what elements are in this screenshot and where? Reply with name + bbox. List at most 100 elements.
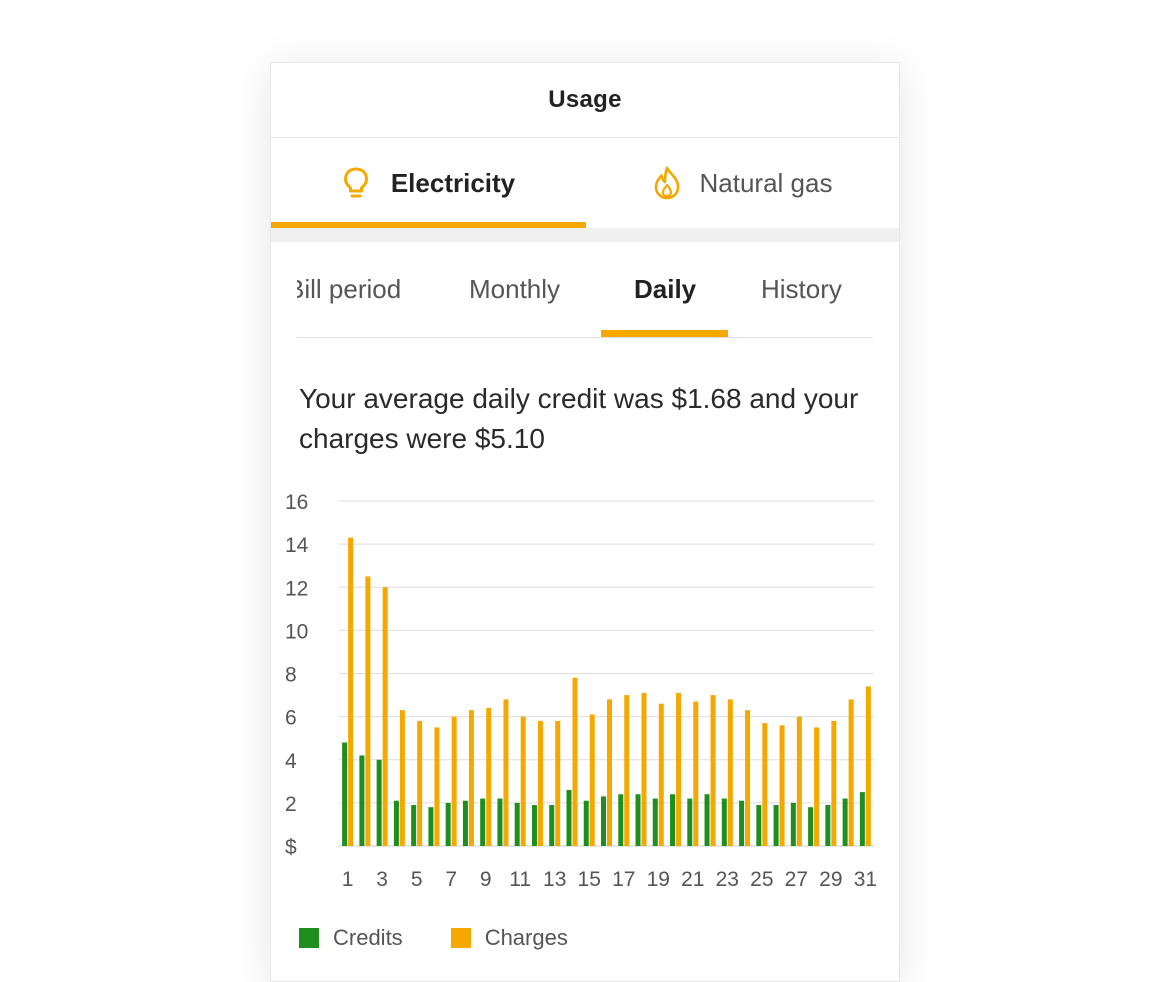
bar-credits bbox=[497, 798, 503, 846]
legend-label-credits: Credits bbox=[333, 925, 403, 950]
bar-credits bbox=[756, 805, 762, 846]
x-tick-label: 13 bbox=[543, 868, 566, 891]
x-tick-label: 27 bbox=[785, 868, 808, 891]
bar-credits bbox=[393, 800, 399, 846]
legend-item-credits: Credits bbox=[299, 925, 403, 951]
tab-electricity-label: Electricity bbox=[390, 167, 516, 198]
bar-charges bbox=[831, 720, 837, 846]
bar-credits bbox=[704, 794, 710, 846]
x-tick-label: 7 bbox=[445, 868, 457, 891]
bar-charges bbox=[486, 708, 492, 846]
bar-charges bbox=[710, 695, 716, 846]
x-tick-label: 15 bbox=[578, 868, 601, 891]
bar-charges bbox=[607, 699, 612, 846]
bar-charges bbox=[365, 576, 371, 846]
bar-credits bbox=[566, 789, 572, 846]
bar-charges bbox=[848, 699, 854, 846]
bar-credits bbox=[773, 805, 779, 846]
bar-charges bbox=[814, 727, 820, 846]
y-tick-label: 12 bbox=[285, 577, 308, 600]
bar-credits bbox=[859, 792, 865, 846]
bar-charges bbox=[779, 725, 785, 846]
bar-charges bbox=[399, 710, 405, 846]
x-tick-label: 25 bbox=[750, 868, 773, 891]
y-tick-label: 8 bbox=[285, 664, 297, 687]
bar-charges bbox=[693, 701, 699, 846]
tab-natural-gas[interactable]: Natural gas bbox=[585, 138, 899, 228]
y-tick-label: 6 bbox=[285, 707, 297, 730]
x-tick-label: 17 bbox=[612, 868, 635, 891]
bar-credits bbox=[790, 802, 796, 846]
bar-charges bbox=[468, 710, 474, 846]
bar-charges bbox=[727, 699, 733, 846]
bar-charges bbox=[589, 714, 595, 846]
tab-electricity[interactable]: Electricity bbox=[271, 138, 585, 228]
x-tick-label: 11 bbox=[509, 868, 531, 891]
bar-credits bbox=[342, 742, 348, 846]
x-tick-label: 9 bbox=[480, 868, 492, 891]
bar-credits bbox=[670, 794, 676, 846]
bar-charges bbox=[624, 695, 630, 846]
chart-legend: Credits Charges bbox=[299, 925, 616, 951]
bar-charges bbox=[382, 587, 388, 846]
bar-charges bbox=[745, 710, 751, 846]
bar-charges bbox=[555, 720, 561, 846]
bar-credits bbox=[462, 800, 468, 846]
bar-credits bbox=[428, 807, 434, 846]
bar-credits bbox=[652, 798, 658, 846]
page-title: Usage bbox=[271, 63, 899, 138]
bar-charges bbox=[520, 716, 526, 846]
legend-item-charges: Charges bbox=[450, 925, 568, 951]
bar-credits bbox=[376, 759, 382, 846]
bar-charges bbox=[451, 716, 457, 846]
bar-credits bbox=[842, 798, 848, 846]
tab-history[interactable]: History bbox=[761, 274, 842, 304]
x-tick-label: 29 bbox=[819, 868, 842, 891]
tab-daily[interactable]: Daily bbox=[634, 274, 697, 304]
tab-monthly[interactable]: Monthly bbox=[469, 274, 561, 304]
legend-label-charges: Charges bbox=[484, 925, 568, 950]
bar-credits bbox=[635, 794, 641, 846]
bar-credits bbox=[825, 805, 831, 846]
period-tab-indicator bbox=[601, 330, 728, 337]
bar-credits bbox=[687, 798, 693, 846]
usage-summary: Your average daily credit was $1.68 and … bbox=[299, 383, 859, 454]
tab-natural-gas-label: Natural gas bbox=[699, 167, 833, 198]
bar-charges bbox=[417, 720, 423, 846]
bar-charges bbox=[537, 720, 543, 846]
y-tick-label: 14 bbox=[285, 534, 309, 557]
bar-charges bbox=[865, 686, 871, 846]
x-tick-label: 19 bbox=[647, 868, 670, 891]
y-tick-label: 2 bbox=[285, 793, 297, 816]
bar-charges bbox=[348, 537, 354, 846]
y-tick-label: 16 bbox=[285, 491, 308, 514]
active-tab-indicator bbox=[271, 222, 586, 228]
x-tick-label: 3 bbox=[376, 868, 388, 891]
bar-credits bbox=[359, 755, 365, 846]
y-tick-label: 4 bbox=[285, 750, 297, 773]
bar-charges bbox=[676, 692, 682, 846]
bar-credits bbox=[445, 802, 451, 846]
legend-swatch-credits bbox=[299, 928, 319, 948]
flame-icon bbox=[652, 166, 682, 200]
bar-charges bbox=[658, 703, 664, 846]
usage-card: Usage Electricity Natural gas Bill p bbox=[270, 62, 900, 982]
x-tick-label: 23 bbox=[716, 868, 739, 891]
bar-credits bbox=[601, 796, 606, 846]
y-tick-label: 10 bbox=[285, 620, 308, 643]
bar-credits bbox=[808, 807, 814, 846]
bar-charges bbox=[434, 727, 440, 846]
section-divider bbox=[271, 228, 899, 242]
x-tick-label: 5 bbox=[411, 868, 423, 891]
bar-charges bbox=[641, 692, 647, 846]
x-tick-label: 31 bbox=[854, 868, 877, 891]
bar-credits bbox=[480, 798, 486, 846]
bar-credits bbox=[514, 802, 520, 846]
tab-bill-period[interactable]: Bill period bbox=[297, 274, 402, 304]
bar-credits bbox=[411, 805, 417, 846]
bar-charges bbox=[572, 677, 578, 846]
bar-credits bbox=[549, 805, 555, 846]
bar-charges bbox=[503, 699, 509, 846]
lightbulb-icon bbox=[341, 166, 371, 200]
bar-charges bbox=[762, 723, 768, 846]
